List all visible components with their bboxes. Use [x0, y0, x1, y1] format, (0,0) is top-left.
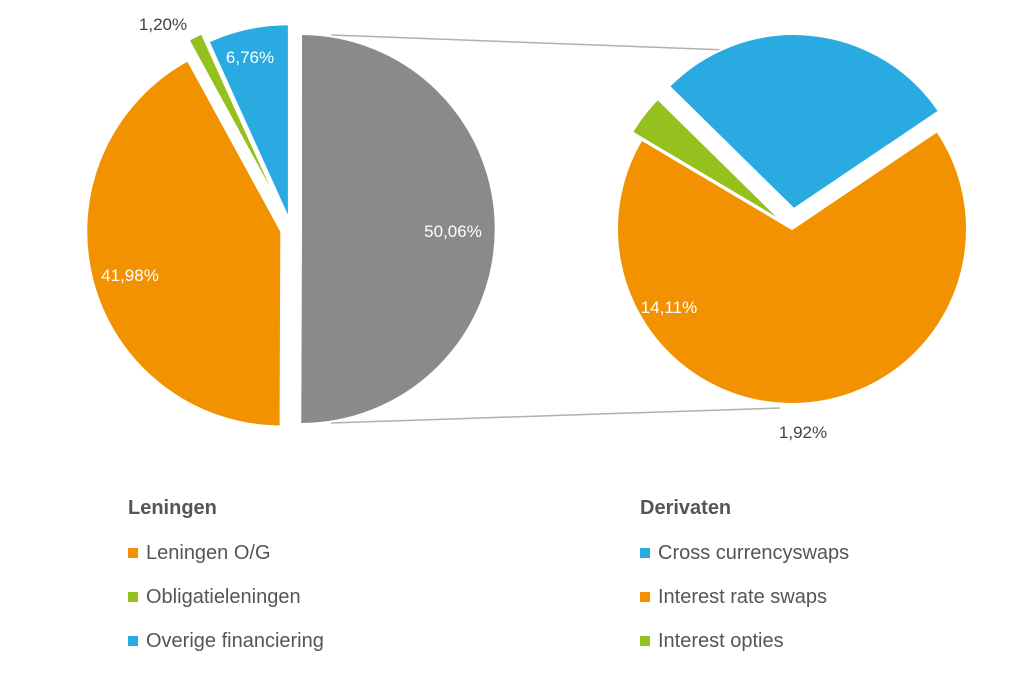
legend-label: Obligatieleningen — [146, 585, 301, 608]
legend-swatch — [640, 636, 650, 646]
legend-label: Cross currencyswaps — [658, 541, 850, 564]
slice-label-interest-opties: 1,92% — [779, 423, 827, 442]
right-pie: 34,03%1,92%14,11% — [616, 33, 968, 442]
slice-label-cross-currencyswaps: 14,11% — [641, 298, 697, 317]
slice-overige-financiering — [207, 23, 290, 220]
slice-interest-opties — [630, 97, 784, 223]
connector-line-bottom — [330, 407, 781, 424]
legend-swatch — [640, 548, 650, 558]
legend-derivaten: Derivaten Cross currencyswaps Interest r… — [640, 497, 849, 674]
legend-item-cross-currencyswaps: Cross currencyswaps — [640, 542, 849, 564]
legend-title: Derivaten — [640, 497, 732, 519]
legend-item-obligatieleningen: Obligatieleningen — [128, 586, 324, 608]
legend-label: Interest rate swaps — [658, 585, 827, 608]
legend-label: Leningen O/G — [146, 541, 271, 564]
slice-label-leningen-o-g: 41,98% — [101, 266, 159, 285]
legend-swatch — [128, 592, 138, 602]
slice-cross-currencyswaps — [667, 33, 941, 211]
legend-item-interest-rate-swaps: Interest rate swaps — [640, 586, 849, 608]
slice-label-overige-financiering: 6,76% — [226, 48, 274, 67]
left-pie: 50,06% 41,98% 1,20% 6,76% — [85, 15, 497, 428]
legend-swatch — [640, 592, 650, 602]
pie-of-pie-chart: 50,06%41,98%1,20%6,76% 34,03%1,92%14,11% — [85, 15, 968, 442]
connector-line-top — [330, 34, 781, 53]
legend-item-overige-financiering: Overige financiering — [128, 630, 324, 652]
legend-swatch — [128, 636, 138, 646]
slice-derivaten — [299, 33, 497, 426]
slice-label-obligatieleningen: 1,20% — [139, 15, 187, 34]
legend-label: Interest opties — [658, 629, 784, 652]
slice-leningen-o-g — [85, 58, 283, 428]
legend-label: Overige financiering — [146, 629, 324, 652]
slice-interest-rate-swaps — [616, 129, 968, 405]
legend-item-leningen-og: Leningen O/G — [128, 542, 324, 564]
legend-title: Leningen — [128, 497, 217, 519]
legend-item-interest-opties: Interest opties — [640, 630, 849, 652]
legend-leningen: Leningen Leningen O/G Obligatieleningen … — [128, 497, 324, 674]
slice-label-derivaten: 50,06% — [424, 222, 482, 241]
legend-swatch — [128, 548, 138, 558]
slice-obligatieleningen — [187, 32, 283, 212]
